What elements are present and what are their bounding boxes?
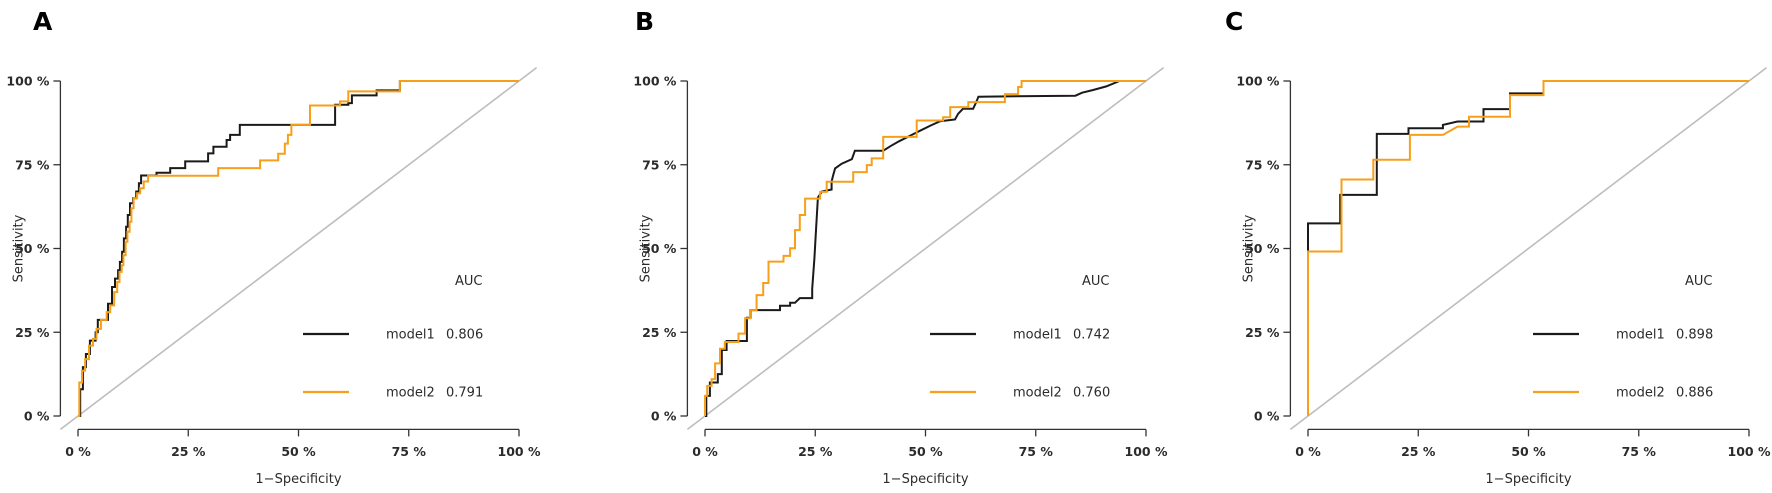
y-tick-label: 25 % (1245, 325, 1280, 340)
panel-letter-A: A (33, 7, 53, 36)
y-tick-label: 50 % (1245, 241, 1280, 256)
x-tick-label: 50 % (1511, 444, 1546, 459)
y-axis-title: Sensitivity (1241, 214, 1256, 282)
x-tick-label: 50 % (281, 444, 316, 459)
chance-diagonal-line (59, 66, 538, 431)
y-tick-label: 50 % (642, 241, 677, 256)
y-tick-label: 100 % (1236, 74, 1279, 89)
legend-label-model2: model2 (386, 386, 435, 401)
roc-curve-model1-C (1307, 80, 1749, 416)
roc-curve-model2-B (704, 80, 1146, 416)
x-tick-label: 25 % (171, 444, 206, 459)
x-tick-label: 75 % (392, 444, 427, 459)
x-tick-label: 25 % (1401, 444, 1436, 459)
panel-B: B 0 % 0 % 25 % 25 % 50 % 50 % 75 % 75 % 100 % 100 … (633, 7, 1168, 487)
x-tick-label: 75 % (1622, 444, 1657, 459)
y-axis-title: Sensitivity (11, 214, 26, 282)
chance-diagonal-line (686, 66, 1165, 431)
x-axis-title: 1−Specificity (255, 472, 341, 487)
y-tick-label: 25 % (642, 325, 677, 340)
x-tick-label: 0 % (692, 444, 718, 459)
y-tick-label: 75 % (15, 157, 50, 172)
legend-auc-header: AUC (1082, 274, 1110, 289)
x-tick-label: 50 % (908, 444, 943, 459)
x-tick-label: 100 % (1728, 444, 1771, 459)
panel-letter-B: B (635, 7, 654, 36)
x-tick-label: 25 % (798, 444, 833, 459)
chance-diagonal-line (1289, 66, 1768, 431)
x-axis-title: 1−Specificity (1485, 472, 1571, 487)
x-tick-label: 0 % (1295, 444, 1321, 459)
y-axis-title: Sensitivity (638, 214, 653, 282)
legend-auc-value-model2: 0.886 (1676, 386, 1713, 401)
x-axis-title: 1−Specificity (882, 472, 968, 487)
legend-label-model2: model2 (1013, 386, 1062, 401)
roc-curve-model2-A (78, 80, 519, 417)
legend-auc-header: AUC (455, 274, 483, 289)
x-tick-label: 100 % (1125, 444, 1168, 459)
x-tick-label: 100 % (498, 444, 541, 459)
legend-label-model1: model1 (386, 328, 435, 343)
panel-letter-C: C (1225, 7, 1243, 36)
y-tick-label: 100 % (633, 74, 676, 89)
legend-auc-value-model2: 0.791 (446, 386, 483, 401)
y-tick-label: 50 % (15, 241, 50, 256)
legend-auc-header: AUC (1685, 274, 1713, 289)
panel-C: C 0 % 0 % 25 % 25 % 50 % 50 % 75 % 75 % 100 % 100 … (1225, 7, 1771, 487)
y-tick-label: 100 % (6, 74, 49, 89)
y-tick-label: 75 % (642, 157, 677, 172)
legend-auc-value-model1: 0.742 (1073, 328, 1110, 343)
legend-label-model2: model2 (1616, 386, 1665, 401)
panel-A: A 0 % 0 % 25 % 25 % 50 % 50 % 75 % 75 % 100 % 100 … (6, 7, 541, 487)
y-tick-label: 25 % (15, 325, 50, 340)
legend-label-model1: model1 (1013, 328, 1062, 343)
y-tick-label: 0 % (24, 409, 50, 424)
y-tick-label: 0 % (651, 409, 677, 424)
y-tick-label: 75 % (1245, 157, 1280, 172)
x-tick-label: 75 % (1019, 444, 1054, 459)
legend-auc-value-model2: 0.760 (1073, 386, 1110, 401)
roc-curve-model2-C (1307, 80, 1749, 416)
legend-label-model1: model1 (1616, 328, 1665, 343)
y-tick-label: 0 % (1254, 409, 1280, 424)
legend-auc-value-model1: 0.806 (446, 328, 483, 343)
x-tick-label: 0 % (65, 444, 91, 459)
legend-auc-value-model1: 0.898 (1676, 328, 1713, 343)
